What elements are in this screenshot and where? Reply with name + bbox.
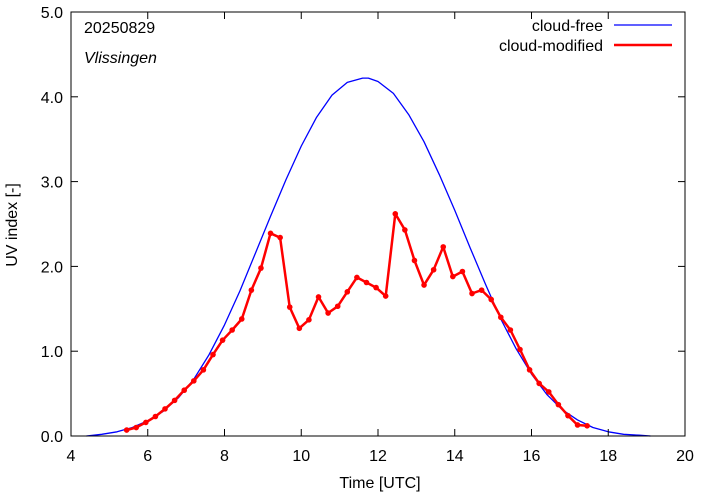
data-point-cloud-modified	[363, 279, 370, 286]
data-point-cloud-modified	[507, 327, 514, 333]
x-tick-label: 20	[676, 448, 694, 465]
data-point-cloud-modified	[296, 325, 303, 332]
x-tick-label: 10	[292, 448, 310, 465]
x-tick-label: 16	[523, 448, 541, 465]
legend-label-cloud-free: cloud-free	[532, 18, 603, 35]
data-point-cloud-modified	[545, 389, 552, 395]
data-point-cloud-modified	[536, 380, 542, 387]
data-point-cloud-modified	[469, 290, 475, 297]
data-point-cloud-modified	[555, 401, 562, 408]
data-point-cloud-modified	[411, 257, 418, 264]
data-point-cloud-modified	[200, 367, 207, 373]
y-tick-label: 3.0	[41, 175, 63, 192]
data-point-cloud-modified	[498, 314, 504, 321]
y-tick-label: 0.0	[41, 429, 63, 446]
data-point-cloud-modified	[219, 337, 226, 343]
data-point-cloud-modified	[133, 424, 140, 431]
data-point-cloud-modified	[171, 397, 178, 404]
data-point-cloud-modified	[210, 351, 216, 358]
data-point-cloud-modified	[229, 327, 235, 333]
data-point-cloud-modified	[344, 289, 351, 295]
data-point-cloud-modified	[354, 274, 360, 281]
data-point-cloud-modified	[459, 268, 466, 275]
data-point-cloud-modified	[277, 234, 283, 241]
data-point-cloud-modified	[152, 413, 159, 420]
x-tick-label: 6	[143, 448, 152, 465]
x-tick-label: 4	[67, 448, 76, 465]
data-point-cloud-modified	[123, 427, 130, 433]
data-point-cloud-modified	[373, 284, 379, 291]
axes-layer: 4 6 8 10 12 14 16 18 20 0.0 1.0 2.0 3.0 4.0 5.0	[41, 5, 694, 465]
series-layer	[86, 77, 651, 437]
data-point-cloud-modified	[162, 406, 168, 412]
date-annotation: 20250829	[84, 20, 155, 37]
data-point-cloud-modified	[267, 230, 274, 237]
data-point-cloud-modified	[248, 287, 255, 293]
data-point-cloud-modified	[450, 273, 456, 280]
station-annotation: Vlissingen	[84, 50, 157, 67]
data-point-cloud-modified	[325, 310, 331, 316]
data-point-cloud-modified	[143, 419, 149, 426]
data-point-cloud-modified	[584, 423, 590, 429]
y-tick-label: 2.0	[41, 259, 63, 276]
data-point-cloud-modified	[315, 294, 322, 300]
x-axis-label: Time [UTC]	[339, 475, 420, 492]
legend-label-cloud-modified: cloud-modified	[499, 38, 603, 55]
data-point-cloud-modified	[478, 287, 485, 293]
data-point-cloud-modified	[565, 412, 571, 419]
legend: cloud-free cloud-modified	[499, 18, 672, 55]
y-tick-label: 1.0	[41, 344, 63, 361]
data-point-cloud-modified	[286, 304, 293, 310]
data-point-cloud-modified	[440, 244, 447, 250]
data-point-cloud-modified	[430, 266, 437, 273]
data-point-cloud-modified	[517, 346, 523, 353]
x-tick-label: 8	[220, 448, 229, 465]
x-tick-label: 18	[599, 448, 617, 465]
x-tick-label: 12	[369, 448, 387, 465]
data-point-cloud-modified	[382, 293, 389, 299]
y-tick-label: 4.0	[41, 90, 63, 107]
data-point-cloud-modified	[334, 303, 341, 310]
data-point-cloud-modified	[238, 316, 245, 322]
data-point-cloud-modified	[488, 296, 495, 303]
data-point-cloud-modified	[526, 367, 533, 373]
data-point-cloud-modified	[258, 265, 264, 271]
x-tick-label: 14	[446, 448, 464, 465]
y-tick-label: 5.0	[41, 5, 63, 22]
data-point-cloud-modified	[191, 378, 197, 384]
data-point-cloud-modified	[392, 211, 399, 217]
data-point-cloud-modified	[402, 227, 408, 233]
data-point-cloud-modified	[421, 282, 427, 288]
data-point-cloud-modified	[181, 387, 188, 394]
y-axis-label: UV index [-]	[4, 183, 21, 267]
data-point-cloud-modified	[574, 422, 581, 428]
data-point-cloud-modified	[306, 317, 312, 323]
